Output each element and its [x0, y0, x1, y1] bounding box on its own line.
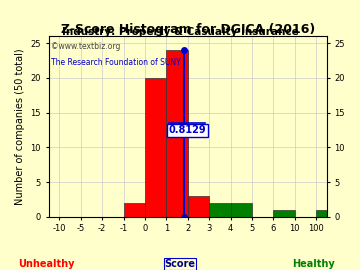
Y-axis label: Number of companies (50 total): Number of companies (50 total)	[15, 48, 25, 205]
Title: Z-Score Histogram for DGICA (2016): Z-Score Histogram for DGICA (2016)	[60, 23, 315, 36]
Bar	[209, 203, 230, 217]
Bar	[273, 210, 295, 217]
Bar	[166, 50, 188, 217]
Text: Industry: Property & Casualty Insurance: Industry: Property & Casualty Insurance	[62, 26, 298, 36]
Text: 0.8129: 0.8129	[169, 125, 206, 135]
Bar	[230, 203, 252, 217]
Text: Score: Score	[165, 259, 195, 269]
Text: Healthy: Healthy	[292, 259, 334, 269]
Bar	[123, 203, 145, 217]
Text: The Research Foundation of SUNY: The Research Foundation of SUNY	[51, 58, 181, 67]
Bar	[145, 78, 166, 217]
Bar	[188, 196, 209, 217]
Text: ©www.textbiz.org: ©www.textbiz.org	[51, 42, 121, 50]
Bar	[316, 210, 338, 217]
Text: Unhealthy: Unhealthy	[19, 259, 75, 269]
